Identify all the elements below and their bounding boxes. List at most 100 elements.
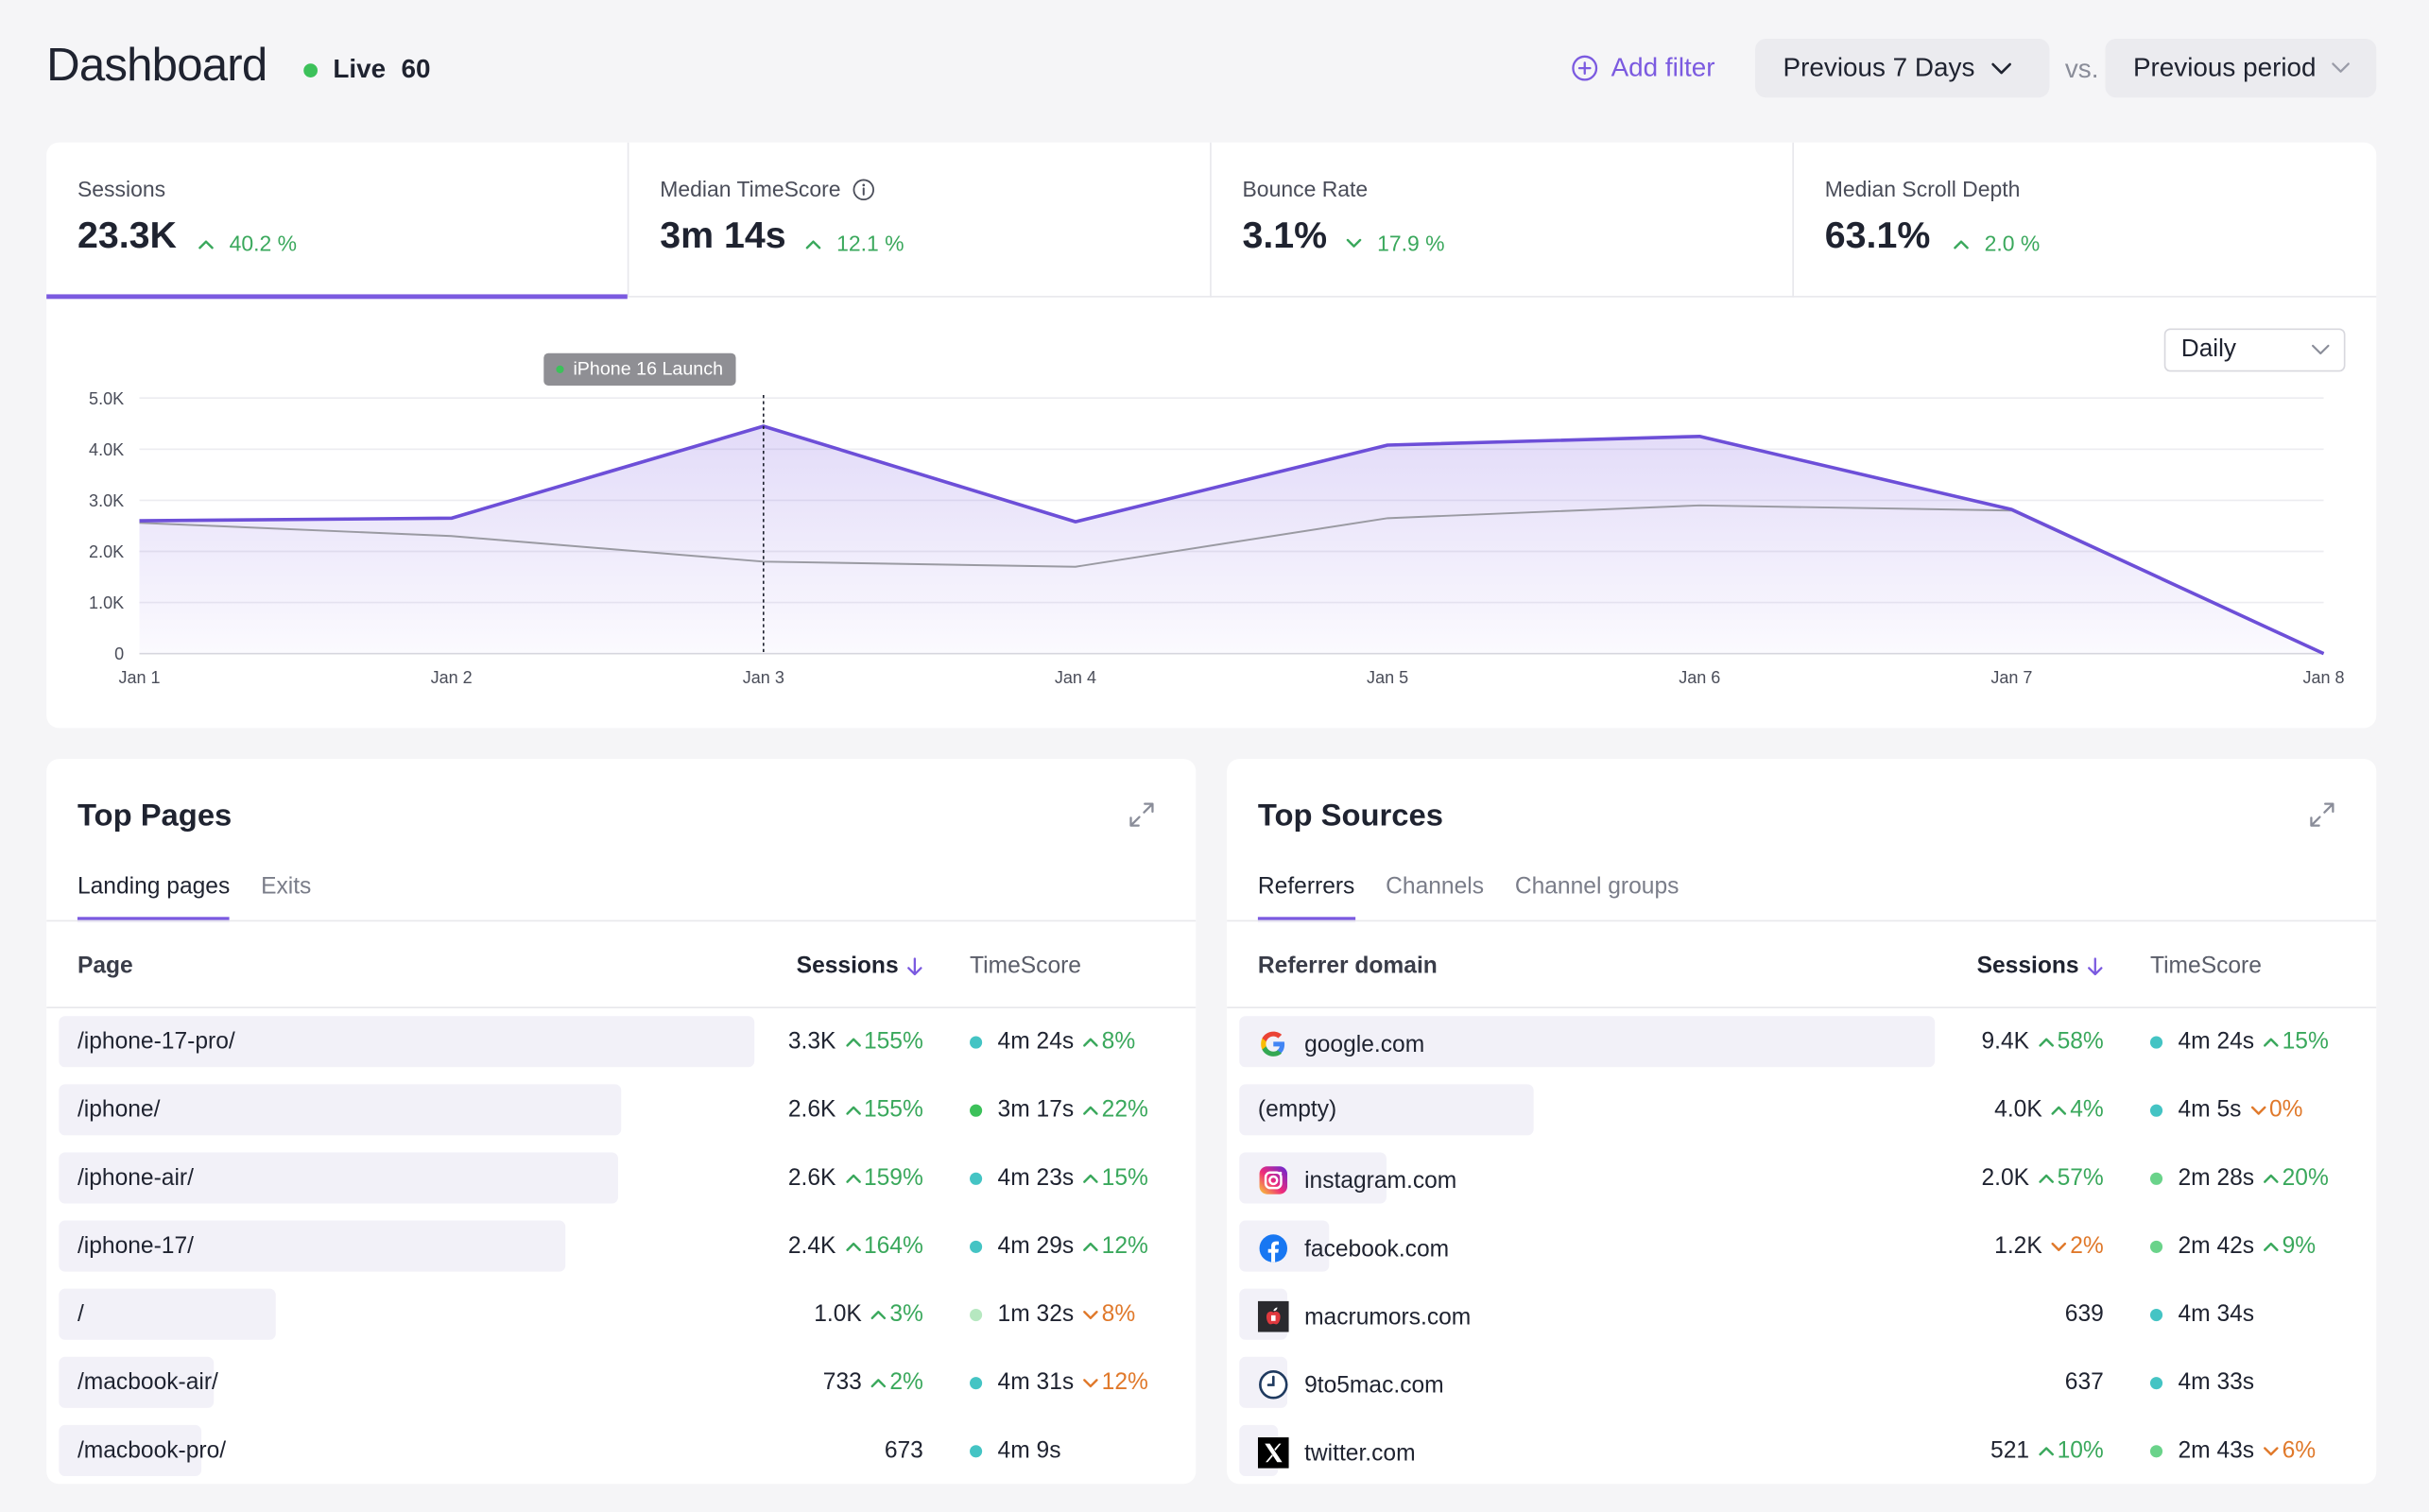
row-label: twitter.com bbox=[1257, 1437, 1416, 1469]
page-row[interactable]: /iphone-17/2.4K 164% 4m 29s 12% bbox=[46, 1220, 1196, 1289]
source-row[interactable]: google.com 9.4K 58% 4m 24s 15% bbox=[1227, 1016, 2376, 1084]
data-point[interactable] bbox=[2006, 504, 2018, 516]
compare-value: Previous period bbox=[2132, 52, 2317, 82]
page-row[interactable]: / 1.0K 3% 1m 32s 8% bbox=[46, 1288, 1196, 1357]
source-row[interactable]: instagram.com 2.0K 57% 2m 28s 20% bbox=[1227, 1152, 2376, 1220]
timescore-dot-icon bbox=[2149, 1308, 2163, 1321]
add-filter-button[interactable]: Add filter bbox=[1571, 53, 1715, 84]
row-timescore: 4m 24s 8% bbox=[970, 1028, 1135, 1055]
col-referrer-domain: Referrer domain bbox=[1257, 953, 1438, 979]
col-timescore[interactable]: TimeScore bbox=[2149, 953, 2262, 979]
x-tick-label: Jan 5 bbox=[1367, 668, 1408, 687]
row-sessions: 9.4K 58% bbox=[1981, 1028, 2103, 1055]
source-row[interactable]: macrumors.com 639 4m 34s bbox=[1227, 1288, 2376, 1357]
data-point[interactable] bbox=[2317, 647, 2330, 660]
timescore-value: 4m 31s bbox=[997, 1368, 1075, 1396]
data-point[interactable] bbox=[133, 514, 146, 526]
row-label-text: facebook.com bbox=[1304, 1235, 1450, 1262]
timescore-value: 4m 23s bbox=[997, 1164, 1075, 1192]
page-row[interactable]: /iphone-air/2.6K 159% 4m 23s 15% bbox=[46, 1152, 1196, 1220]
facebook-icon bbox=[1258, 1233, 1289, 1264]
row-timescore: 2m 43s 6% bbox=[2149, 1437, 2317, 1464]
period-dropdown[interactable]: Previous 7 Days bbox=[1755, 38, 2050, 98]
col-sessions-label: Sessions bbox=[1976, 953, 2079, 979]
timescore-value: 2m 28s bbox=[2178, 1164, 2255, 1192]
arrow-down-icon bbox=[1346, 238, 1362, 248]
metric-change: 2.0 % bbox=[1954, 231, 2040, 255]
tab-channel-groups[interactable]: Channel groups bbox=[1514, 873, 1680, 901]
row-sessions: 521 10% bbox=[1990, 1437, 2104, 1464]
y-tick-label: 1.0K bbox=[89, 593, 124, 612]
row-timescore: 4m 23s 15% bbox=[970, 1164, 1148, 1192]
source-row[interactable]: twitter.com 521 10% 2m 43s 6% bbox=[1227, 1424, 2376, 1484]
sessions-change: 159% bbox=[845, 1165, 923, 1191]
series-line-previous bbox=[139, 504, 2324, 655]
row-label-text: 9to5mac.com bbox=[1304, 1371, 1444, 1399]
timescore-change: 9% bbox=[2264, 1233, 2316, 1260]
timescore-value: 4m 5s bbox=[2178, 1096, 2242, 1124]
sessions-value: 9.4K bbox=[1981, 1028, 2030, 1056]
timescore-change-value: 6% bbox=[2282, 1437, 2317, 1464]
chevron-down-icon bbox=[2312, 344, 2330, 355]
col-sessions-sort[interactable]: Sessions bbox=[1977, 953, 2104, 979]
metric-bounce-rate[interactable]: Bounce Rate 3.1% 17.9 % bbox=[1212, 142, 1794, 298]
sessions-change: 2% bbox=[871, 1369, 923, 1396]
row-timescore: 4m 34s bbox=[2149, 1301, 2254, 1328]
timescore-value: 2m 42s bbox=[2178, 1232, 2255, 1260]
metric-label: Median TimeScore bbox=[660, 177, 874, 201]
data-point[interactable] bbox=[1694, 430, 1706, 442]
chart-annotation[interactable]: iPhone 16 Launch bbox=[543, 352, 736, 387]
col-sessions-sort[interactable]: Sessions bbox=[797, 953, 923, 979]
arrow-down-icon bbox=[2264, 1446, 2279, 1455]
page-row[interactable]: /iphone-17-pro/3.3K 155% 4m 24s 8% bbox=[46, 1016, 1196, 1084]
expand-icon[interactable] bbox=[1128, 800, 1156, 829]
sessions-change: 164% bbox=[845, 1233, 923, 1260]
row-label-text: /macbook-pro/ bbox=[77, 1437, 227, 1464]
overview-card: Sessions 23.3K 40.2 % Median TimeScore 3… bbox=[46, 142, 2377, 729]
row-label-text: /iphone-air/ bbox=[77, 1164, 194, 1192]
period-value: Previous 7 Days bbox=[1783, 52, 1975, 82]
row-label-text: /macbook-air/ bbox=[77, 1368, 218, 1396]
x-tick-label: Jan 7 bbox=[1990, 668, 2032, 687]
row-label-text: twitter.com bbox=[1304, 1439, 1416, 1467]
data-point[interactable] bbox=[1382, 438, 1394, 451]
tab-exits[interactable]: Exits bbox=[261, 873, 312, 901]
page-row[interactable]: /macbook-pro/673 4m 9s bbox=[46, 1424, 1196, 1484]
timescore-dot-icon bbox=[970, 1171, 983, 1185]
arrow-up-icon bbox=[871, 1310, 887, 1319]
metric-median-timescore[interactable]: Median TimeScore 3m 14s 12.1 % bbox=[629, 142, 1212, 298]
sessions-change: 2% bbox=[2051, 1233, 2104, 1260]
compare-dropdown[interactable]: Previous period bbox=[2105, 38, 2377, 98]
page-row[interactable]: /iphone/2.6K 155% 3m 17s 22% bbox=[46, 1084, 1196, 1152]
timescore-dot-icon bbox=[970, 1240, 983, 1253]
chevron-down-icon bbox=[2332, 62, 2351, 73]
sessions-chart[interactable]: 0 1.0K 2.0K 3.0K 4.0K 5.0K Jan 1 Jan 2 Jan 3 Jan … bbox=[46, 344, 2376, 700]
expand-icon[interactable] bbox=[2308, 800, 2336, 829]
row-label: /iphone-17-pro/ bbox=[78, 1028, 235, 1055]
source-row[interactable]: 9to5mac.com 637 4m 33s bbox=[1227, 1356, 2376, 1425]
arrow-up-icon bbox=[1083, 1037, 1098, 1046]
col-timescore[interactable]: TimeScore bbox=[970, 953, 1081, 979]
row-sessions: 637 bbox=[2065, 1369, 2104, 1396]
data-point[interactable] bbox=[445, 512, 457, 524]
tab-landing-pages[interactable]: Landing pages bbox=[77, 873, 231, 922]
x-twitter-icon bbox=[1257, 1437, 1289, 1469]
arrow-down-icon bbox=[2051, 1242, 2067, 1251]
source-row[interactable]: (empty) 4.0K 4% 4m 5s 0% bbox=[1227, 1084, 2376, 1152]
card-title: Top Pages bbox=[77, 799, 233, 833]
row-label-text: /iphone-17-pro/ bbox=[77, 1028, 235, 1056]
tab-referrers[interactable]: Referrers bbox=[1257, 873, 1355, 922]
data-point[interactable] bbox=[1069, 516, 1081, 528]
metric-sessions[interactable]: Sessions 23.3K 40.2 % bbox=[46, 142, 629, 300]
page-row[interactable]: /macbook-air/733 2% 4m 31s 12% bbox=[46, 1356, 1196, 1425]
metric-median-scroll-depth[interactable]: Median Scroll Depth 63.1% 2.0 % bbox=[1794, 143, 2376, 298]
source-row[interactable]: facebook.com 1.2K 2% 2m 42s 9% bbox=[1227, 1220, 2376, 1289]
divider bbox=[1227, 919, 2377, 922]
tab-channels[interactable]: Channels bbox=[1386, 873, 1485, 901]
info-icon[interactable] bbox=[852, 178, 875, 201]
sessions-change: 155% bbox=[845, 1028, 923, 1055]
live-indicator: Live 60 bbox=[303, 54, 431, 85]
y-tick-label: 3.0K bbox=[89, 491, 124, 510]
timescore-change-value: 15% bbox=[1101, 1164, 1148, 1192]
granularity-dropdown[interactable]: Daily bbox=[2163, 328, 2346, 372]
